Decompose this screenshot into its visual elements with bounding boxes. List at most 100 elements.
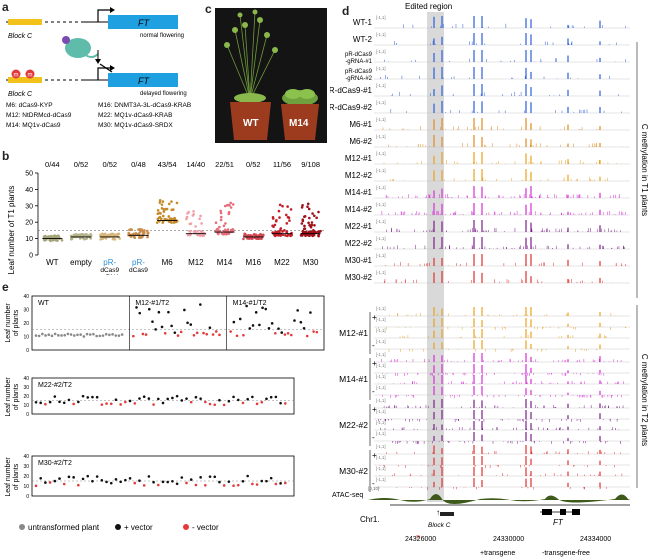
d-scale: [-1,1]: [376, 253, 386, 258]
b-point: [245, 234, 249, 238]
e-ytick-label: 30: [23, 385, 29, 391]
e-point: [274, 482, 278, 486]
e-ytick-label: 40: [23, 294, 29, 300]
b-ytick-label: 40: [25, 187, 33, 194]
panel-a-label: a: [2, 0, 9, 14]
b-point: [304, 234, 307, 238]
e-point: [77, 483, 80, 487]
e-point: [260, 400, 264, 404]
b-point: [132, 232, 136, 236]
e-point: [109, 402, 113, 406]
b-point: [167, 215, 171, 218]
b-point: [170, 221, 173, 224]
e-point: [132, 334, 135, 338]
e-point: [154, 328, 157, 331]
b-point: [288, 219, 291, 222]
b-ytick-label: 20: [25, 220, 33, 227]
b-point: [111, 237, 115, 241]
legend-m22: M22: MQ1v-dCas9-KRAB: [98, 112, 172, 119]
e-point: [119, 480, 122, 484]
e-ylabel-text: Leaf number: [5, 303, 12, 343]
block-c-marker: [440, 512, 454, 516]
b-point: [99, 238, 102, 241]
e-point: [185, 481, 188, 485]
m14-plant: [282, 89, 318, 106]
e-point: [232, 395, 235, 399]
e-subtitle: M12-#1/T2: [135, 300, 169, 307]
e-subtitle: WT: [38, 300, 50, 307]
b-point: [286, 205, 289, 208]
d-scale: [-1,1]: [376, 352, 386, 357]
e-point: [39, 476, 43, 480]
b-ratio: 22/51: [215, 160, 234, 169]
b-point: [171, 208, 175, 211]
b-point: [155, 221, 159, 224]
e-ytick-label: 10: [23, 335, 29, 341]
e-point: [67, 475, 71, 479]
b-point: [222, 233, 225, 236]
e-point: [264, 307, 268, 311]
edited-region-band: [427, 12, 444, 502]
t1-side-label: C methylation in T1 plants: [640, 124, 649, 216]
e-point: [108, 333, 111, 337]
b-point: [60, 238, 64, 242]
e-point: [227, 480, 231, 483]
b-point: [308, 234, 311, 237]
b-point: [198, 217, 201, 221]
e-point: [114, 334, 118, 337]
b-ratio: 0/44: [45, 160, 60, 169]
b-point: [277, 209, 281, 213]
e-point: [189, 478, 193, 481]
e-subtitle: M22-#2/T2: [38, 382, 72, 389]
d-track-label: M22-#1: [345, 222, 373, 231]
e-point: [101, 334, 105, 337]
legend-m14: M14: MQ1v-dCas9: [6, 122, 61, 129]
d-track-label: -gRNA-#1: [345, 59, 372, 65]
b-point: [281, 204, 284, 208]
b-points: [42, 199, 322, 243]
b-point: [167, 202, 171, 206]
e-point: [232, 320, 236, 324]
e-point: [119, 403, 122, 406]
e-point: [296, 309, 299, 312]
e-point: [176, 334, 180, 337]
e-point: [222, 403, 226, 407]
d-scale: [-1,1]: [376, 466, 386, 471]
b-point: [243, 232, 246, 236]
e-point: [124, 400, 127, 404]
e-point: [227, 399, 231, 403]
b-point: [307, 221, 310, 225]
e-point: [183, 308, 186, 312]
methyl-m-1: m: [14, 73, 19, 79]
b-point: [219, 215, 223, 219]
d-scale: [-1,1]: [376, 409, 386, 414]
d-plus: +: [372, 451, 377, 460]
e-point: [39, 401, 43, 405]
b-point: [194, 225, 197, 228]
x-tick-1: 24326000: [405, 536, 436, 543]
e-point: [186, 321, 189, 325]
b-point: [224, 222, 227, 225]
e-point: [265, 479, 268, 483]
atac-signal: [368, 494, 630, 504]
b-ratio: 0/52: [74, 160, 89, 169]
d-scale: [-1,1]: [376, 66, 386, 71]
b-point: [196, 229, 199, 233]
b-ratio: 14/40: [186, 160, 205, 169]
e-point: [189, 323, 193, 326]
e-ylabel-text: Leaf number: [5, 377, 12, 417]
e-point: [251, 324, 255, 327]
bottom-block-text: Block C: [8, 91, 33, 98]
d-scale: [-1,1]: [376, 339, 386, 344]
e-point: [86, 396, 90, 399]
e-point: [141, 332, 145, 336]
d-minus: -: [372, 433, 375, 442]
b-point: [310, 221, 314, 224]
e-point: [109, 481, 113, 485]
b-point: [314, 231, 318, 234]
e-point: [82, 335, 86, 338]
b-point: [315, 216, 318, 220]
b-point: [99, 233, 102, 237]
e-point: [41, 332, 44, 336]
e-point: [280, 331, 284, 334]
